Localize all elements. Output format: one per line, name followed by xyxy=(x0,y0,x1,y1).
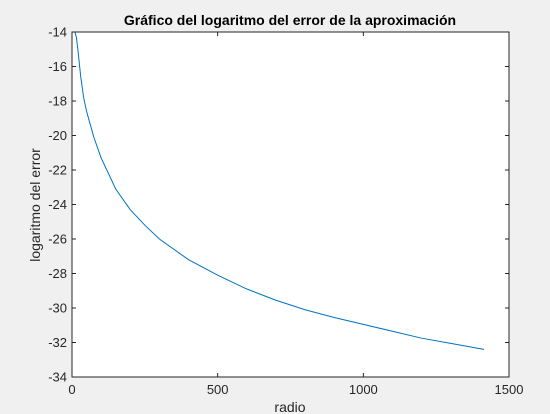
y-ticks: -34 -32 -30 -28 -26 -24 -22 -20 -18 -16 -14 xyxy=(48,25,509,385)
y-tick-label: -26 xyxy=(48,232,67,247)
y-tick-label: -32 xyxy=(48,335,67,350)
plot-area xyxy=(72,32,509,377)
y-tick-label: -20 xyxy=(48,128,67,143)
x-tick-label: 500 xyxy=(207,382,229,397)
y-tick-label: -24 xyxy=(48,197,67,212)
y-tick-label: -18 xyxy=(48,94,67,109)
y-tick-label: -34 xyxy=(48,370,67,385)
series-line-1 xyxy=(74,31,485,350)
y-tick-label: -14 xyxy=(48,25,67,40)
y-tick-label: -22 xyxy=(48,163,67,178)
series-layer xyxy=(74,31,485,350)
chart-title: Gráfico del logaritmo del error de la ap… xyxy=(124,12,456,28)
y-tick-label: -30 xyxy=(48,301,67,316)
y-tick-label: -28 xyxy=(48,266,67,281)
x-ticks: 0 500 1000 1500 xyxy=(68,32,523,397)
x-tick-label: 1000 xyxy=(349,382,378,397)
y-axis-label: logaritmo del error xyxy=(27,148,43,262)
x-tick-label: 0 xyxy=(68,382,75,397)
x-tick-label: 1500 xyxy=(495,382,524,397)
y-tick-label: -16 xyxy=(48,59,67,74)
x-axis-label: radio xyxy=(274,399,305,414)
